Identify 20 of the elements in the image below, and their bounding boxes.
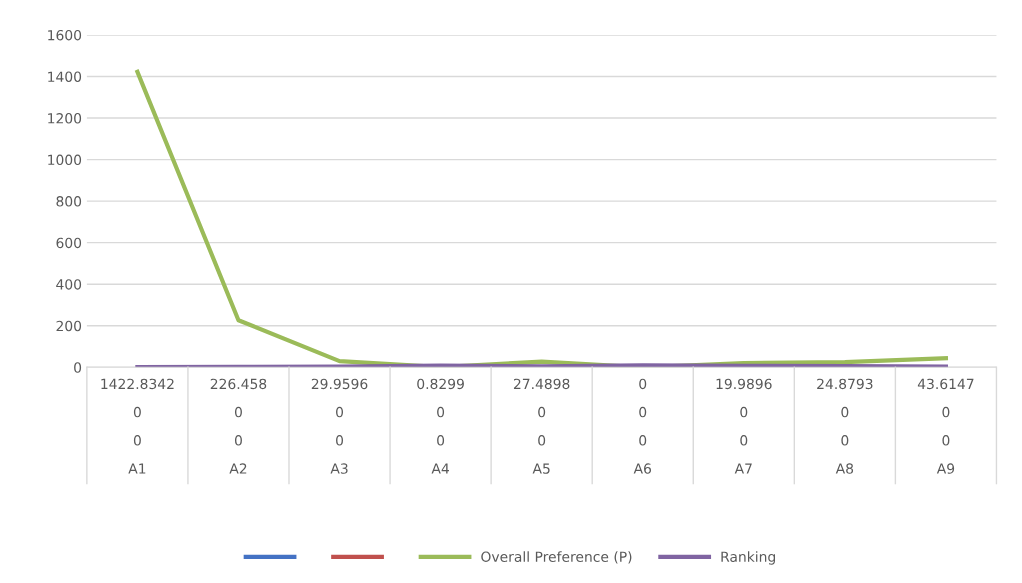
legend-label: Overall Preference (P) <box>481 551 632 564</box>
y-tick-label: 1200 <box>48 113 82 124</box>
y-tick-label: 800 <box>56 196 82 207</box>
category-label: 19.9896 0 0 A7 <box>716 378 772 474</box>
category-label: 226.458 0 0 A2 <box>210 378 267 474</box>
category-label: 0 0 0 A6 <box>633 378 652 474</box>
category-label: 1422.8342 0 0 A1 <box>101 378 174 474</box>
y-tick-label: 1400 <box>48 71 82 82</box>
category-label: 24.8793 0 0 A8 <box>817 378 873 474</box>
y-tick-label: 200 <box>56 320 82 332</box>
y-tick-label: 400 <box>56 279 82 290</box>
y-tick-label: 600 <box>56 237 82 249</box>
y-tick-label: 1600 <box>48 29 82 41</box>
category-label: 43.6147 0 0 A9 <box>917 378 974 474</box>
y-tick-label: 1000 <box>48 154 82 166</box>
y-tick-label: 0 <box>74 362 82 373</box>
legend-label: Ranking <box>721 551 775 565</box>
category-label: 0.8299 0 0 A4 <box>417 378 464 474</box>
category-label: 29.9596 0 0 A3 <box>311 378 368 474</box>
category-label: 27.4898 0 0 A5 <box>513 378 570 474</box>
